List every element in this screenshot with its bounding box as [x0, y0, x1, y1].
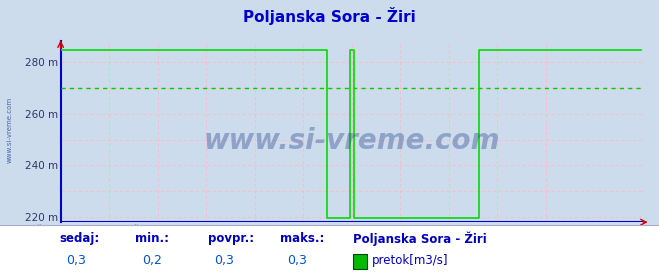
- Text: 0,3: 0,3: [66, 254, 86, 267]
- Text: maks.:: maks.:: [280, 232, 324, 245]
- Text: Poljanska Sora - Žiri: Poljanska Sora - Žiri: [243, 7, 416, 25]
- Text: www.si-vreme.com: www.si-vreme.com: [204, 127, 500, 155]
- Text: min.:: min.:: [135, 232, 169, 245]
- Text: Poljanska Sora - Žiri: Poljanska Sora - Žiri: [353, 232, 486, 246]
- Text: 0,3: 0,3: [214, 254, 234, 267]
- Text: sedaj:: sedaj:: [59, 232, 100, 245]
- Text: pretok[m3/s]: pretok[m3/s]: [372, 254, 449, 267]
- Text: 0,2: 0,2: [142, 254, 161, 267]
- Text: povpr.:: povpr.:: [208, 232, 254, 245]
- Text: www.si-vreme.com: www.si-vreme.com: [7, 97, 13, 163]
- Text: 0,3: 0,3: [287, 254, 306, 267]
